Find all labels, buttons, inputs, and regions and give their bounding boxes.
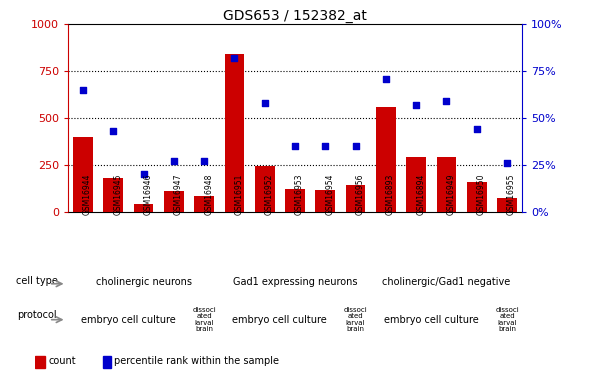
Bar <box>437 157 456 212</box>
Text: count: count <box>48 356 76 366</box>
Text: GSM16894: GSM16894 <box>416 173 425 214</box>
Bar <box>255 166 274 212</box>
Point <box>351 143 360 149</box>
Text: cell type: cell type <box>17 276 58 286</box>
Point <box>442 98 451 104</box>
Bar <box>497 198 517 212</box>
Text: embryo cell culture: embryo cell culture <box>384 315 478 325</box>
Text: Gad1 expressing neurons: Gad1 expressing neurons <box>232 277 358 287</box>
Text: cholinergic neurons: cholinergic neurons <box>96 277 192 287</box>
Text: cholinergic/Gad1 negative: cholinergic/Gad1 negative <box>382 277 510 287</box>
Point <box>290 143 300 149</box>
Text: GSM16953: GSM16953 <box>295 173 304 214</box>
Bar <box>35 356 45 368</box>
Text: embryo cell culture: embryo cell culture <box>81 315 176 325</box>
Bar <box>194 196 214 212</box>
Text: GSM16952: GSM16952 <box>265 173 274 214</box>
Bar <box>316 190 335 212</box>
Bar <box>225 54 244 212</box>
Text: dissoci
ated
larval
brain: dissoci ated larval brain <box>192 307 216 333</box>
Text: GSM16947: GSM16947 <box>174 173 183 214</box>
Text: GSM16944: GSM16944 <box>83 173 92 214</box>
Bar <box>103 356 111 368</box>
Bar <box>376 107 396 212</box>
Point <box>109 128 118 134</box>
Bar <box>285 189 305 212</box>
Point <box>199 158 209 164</box>
Point <box>411 102 421 108</box>
Text: GSM16949: GSM16949 <box>447 173 455 214</box>
Bar <box>467 182 487 212</box>
Point <box>320 143 330 149</box>
Point <box>260 100 270 106</box>
Bar <box>134 204 153 212</box>
Bar <box>346 185 365 212</box>
Bar <box>73 137 93 212</box>
Text: GSM16950: GSM16950 <box>477 173 486 214</box>
Text: GSM16893: GSM16893 <box>386 173 395 214</box>
Text: dissoci
ated
larval
brain: dissoci ated larval brain <box>344 307 368 333</box>
Text: GSM16948: GSM16948 <box>204 173 213 214</box>
Point <box>230 55 239 61</box>
Text: GSM16945: GSM16945 <box>113 173 122 214</box>
Text: GSM16956: GSM16956 <box>356 173 365 214</box>
Point <box>381 76 391 82</box>
Bar <box>407 157 426 212</box>
Bar <box>103 178 123 212</box>
Text: GSM16955: GSM16955 <box>507 173 516 214</box>
Point <box>169 158 179 164</box>
Point <box>502 160 512 166</box>
Title: GDS653 / 152382_at: GDS653 / 152382_at <box>223 9 367 23</box>
Bar <box>164 191 183 212</box>
Text: embryo cell culture: embryo cell culture <box>232 315 327 325</box>
Text: percentile rank within the sample: percentile rank within the sample <box>114 356 279 366</box>
Point <box>472 126 481 132</box>
Text: protocol: protocol <box>18 310 57 320</box>
Text: GSM16951: GSM16951 <box>234 173 244 214</box>
Text: dissoci
ated
larval
brain: dissoci ated larval brain <box>495 307 519 333</box>
Text: GSM16954: GSM16954 <box>325 173 335 214</box>
Text: GSM16946: GSM16946 <box>143 173 153 214</box>
Point <box>139 171 148 177</box>
Point <box>78 87 88 93</box>
